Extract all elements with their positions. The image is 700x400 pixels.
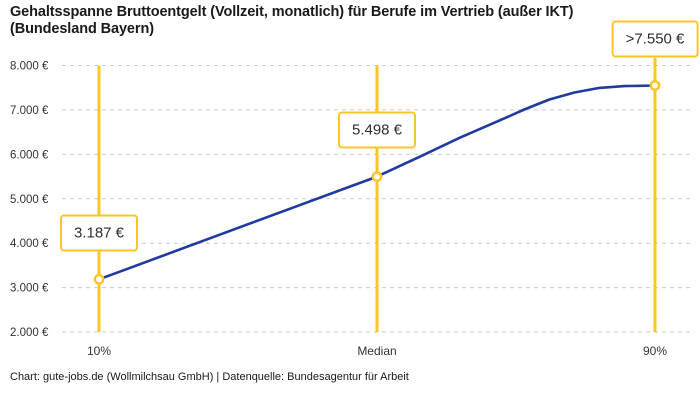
y-tick-label: 6.000 € [10,149,49,161]
data-point-marker [649,80,661,91]
value-badge-90th-percentile: >7.550 € [611,20,699,58]
x-tick-label: Median [357,344,396,358]
x-tick-label: 10% [87,344,111,358]
value-badge-median: 5.498 € [337,111,417,149]
data-point-marker [93,273,105,285]
page-title: Gehaltsspanne Bruttoentgelt (Vollzeit, m… [10,4,690,38]
y-tick-label: 4.000 € [10,238,49,250]
value-badge-10th-percentile: 3.187 € [59,214,139,252]
y-tick-label: 8.000 € [10,61,49,73]
y-tick-label: 3.000 € [10,283,49,295]
title-line-1: Gehaltsspanne Bruttoentgelt (Vollzeit, m… [10,4,574,20]
y-tick-label: 2.000 € [10,327,49,339]
data-point-marker [371,171,383,183]
salary-line [97,84,657,281]
chart-credit: Chart: gute-jobs.de (Wollmilchsau GmbH) … [10,371,409,383]
x-tick-label: 90% [643,344,667,358]
y-tick-label: 5.000 € [10,194,49,206]
y-tick-label: 7.000 € [10,105,49,117]
title-line-2: (Bundesland Bayern) [10,21,154,37]
